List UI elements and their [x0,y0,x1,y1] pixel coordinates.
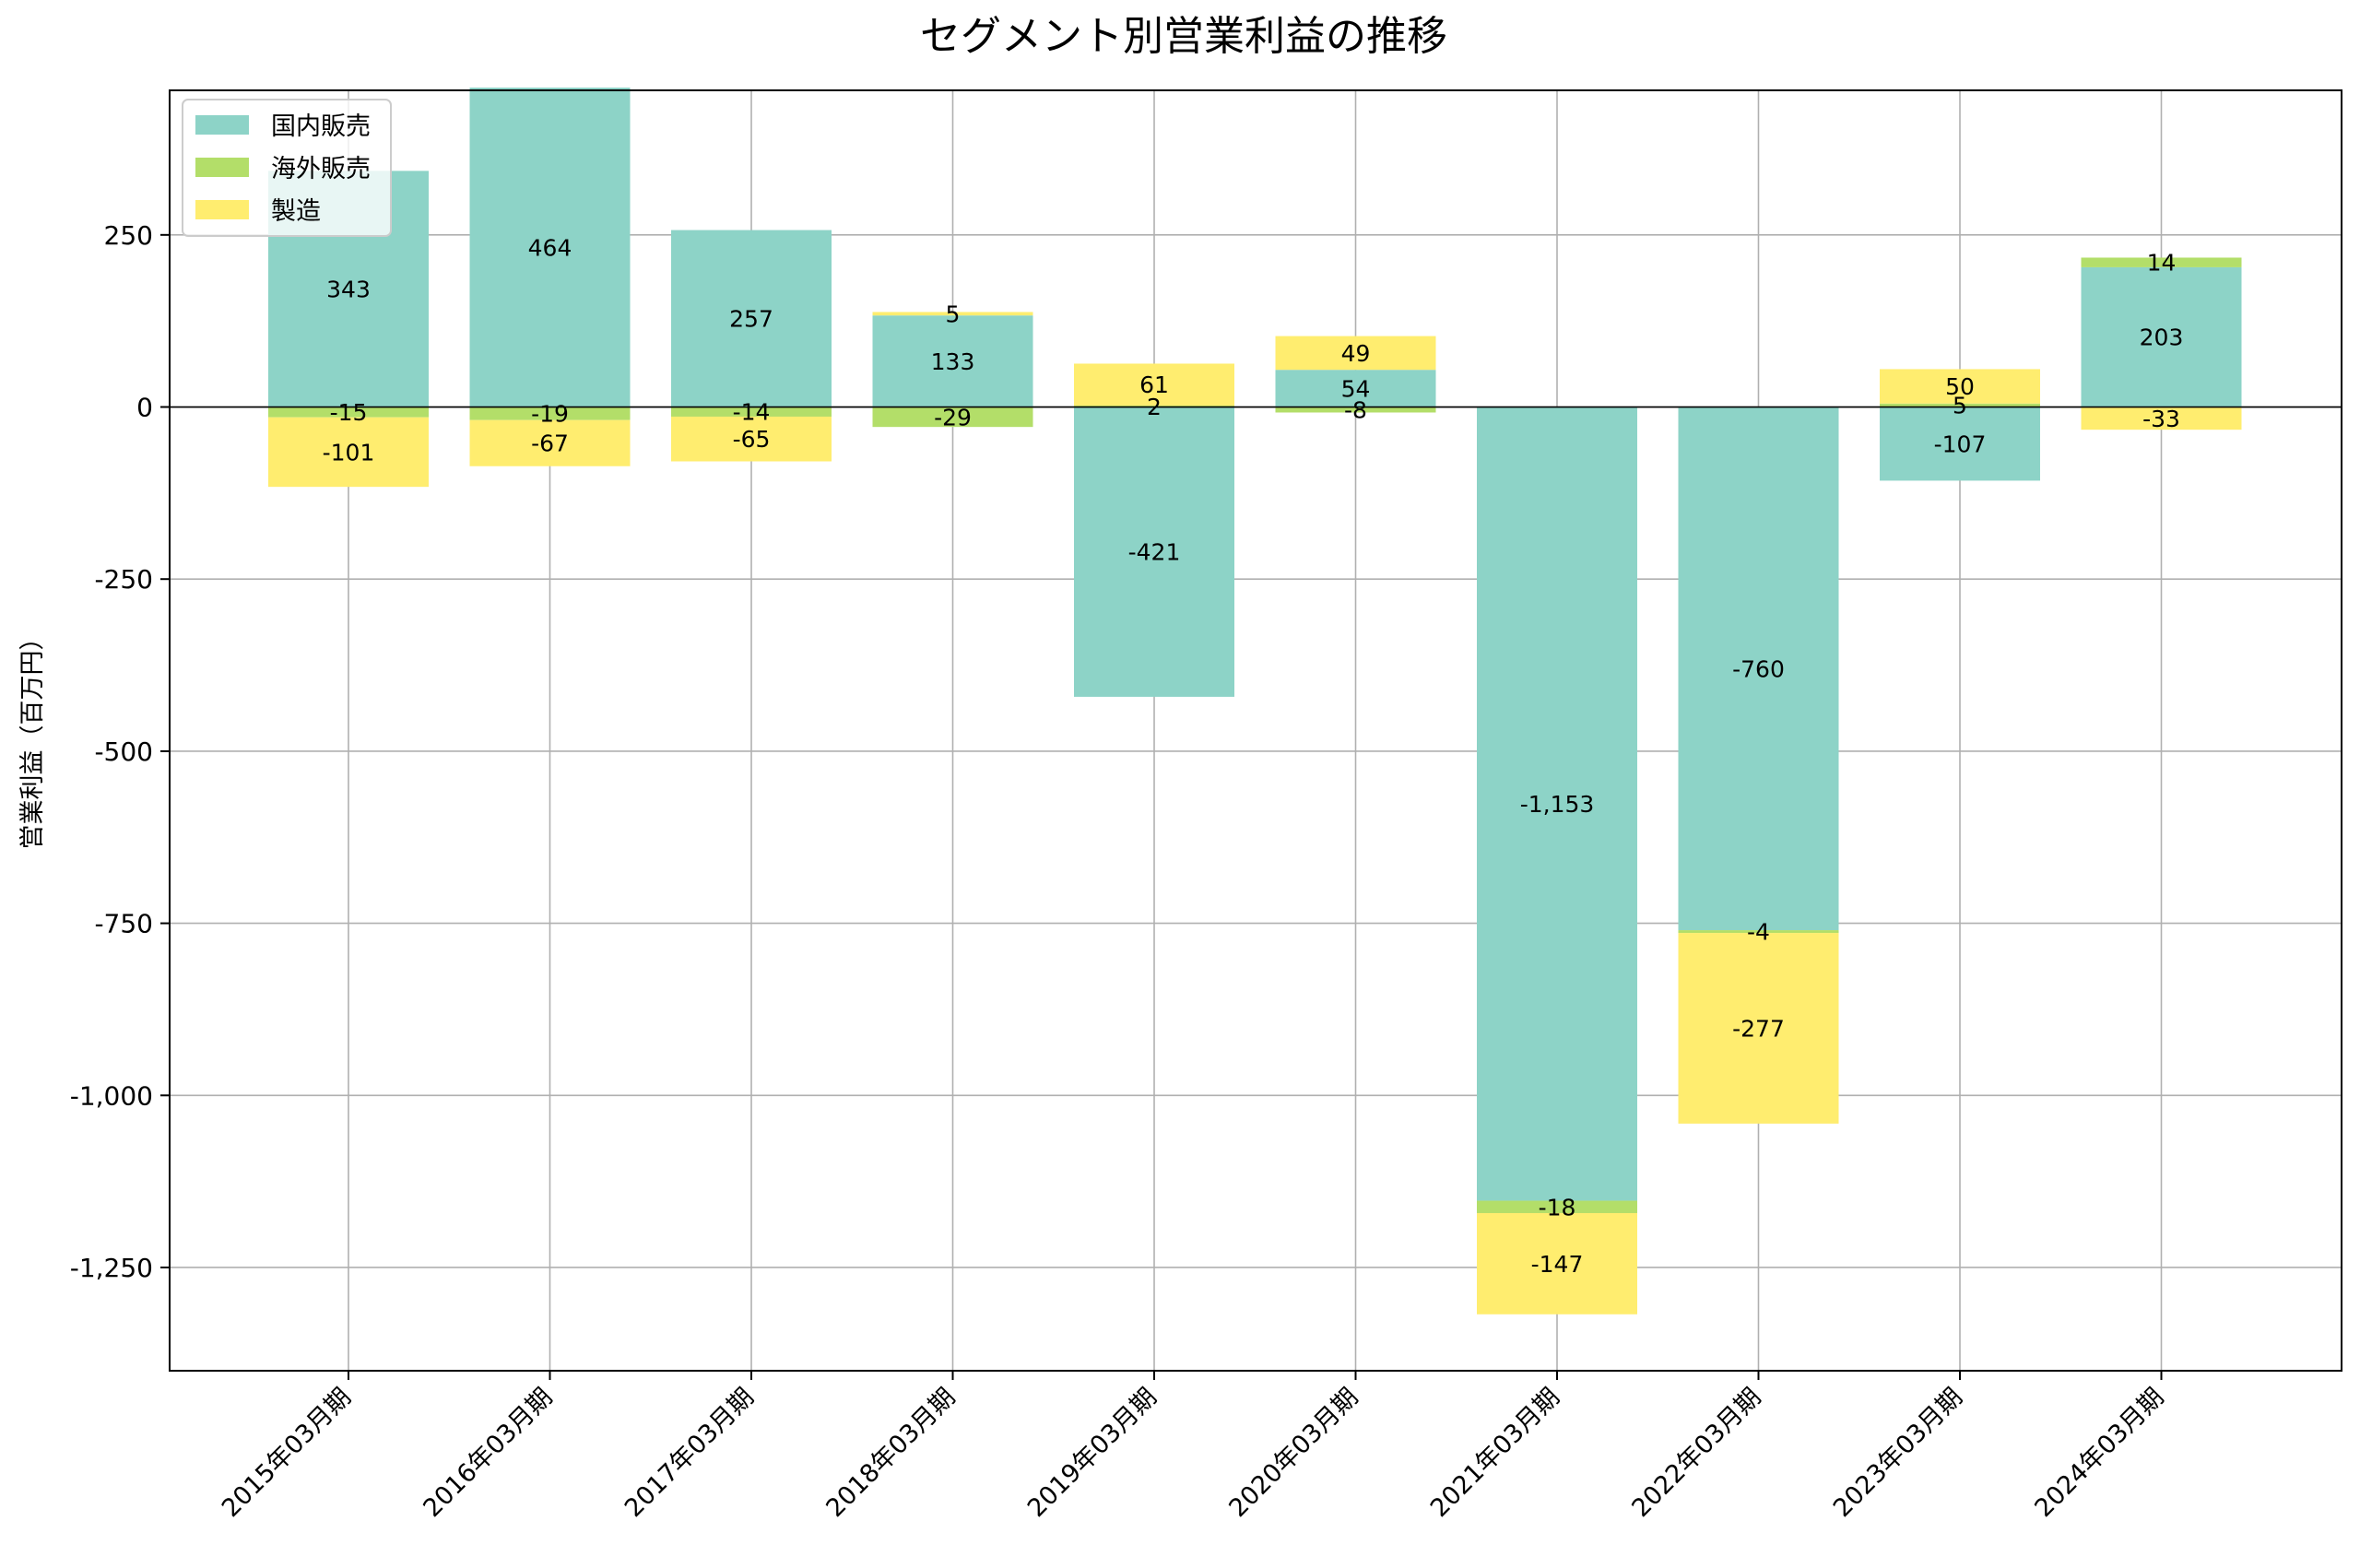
bar-value-label: -147 [1531,1251,1584,1278]
bar-domestic-sales [1678,407,1839,931]
y-tick-label: -750 [94,909,153,939]
bar-overseas-sales [872,407,1033,428]
bar-domestic-sales [671,230,832,407]
bar-overseas-sales [2081,257,2242,267]
bar-value-label: -15 [330,399,368,426]
bar-value-label: 49 [1341,340,1371,367]
bar-value-label: 61 [1139,371,1169,398]
bar-overseas-sales [1880,403,2040,407]
bar-value-label: -421 [1128,539,1181,566]
legend-swatch-domestic-sales [195,115,249,135]
bar-value-label: -1,153 [1520,791,1595,818]
bar-value-label: 5 [946,301,961,327]
bar-domestic-sales [469,88,631,407]
bar-value-label: -8 [1344,397,1367,424]
bar-manufacturing [1275,336,1436,371]
bar-domestic-sales [2081,266,2242,407]
legend-label-domestic-sales: 国内販売 [271,112,371,141]
legend-swatch-overseas-sales [195,158,249,177]
bar-domestic-sales [1477,407,1637,1201]
bar-value-label: 2 [1147,394,1162,420]
bar-overseas-sales [1477,1200,1637,1213]
plot-frame [169,89,2342,1372]
bar-overseas-sales [1275,407,1436,413]
chart-title: セグメント別営業利益の推移 [920,13,1447,60]
bar-value-label: -18 [1539,1194,1576,1220]
bar-manufacturing [469,419,631,466]
bar-manufacturing [2081,407,2242,430]
bar-value-label: 14 [2147,250,2177,277]
bar-overseas-sales [1678,930,1839,934]
bar-value-label: -760 [1732,655,1785,682]
bar-value-label: -67 [531,430,569,457]
bar-manufacturing [1678,933,1839,1124]
bar-domestic-sales [1880,407,2040,481]
y-tick-label: -500 [94,737,153,767]
bar-value-label: 203 [2140,324,2184,351]
bar-manufacturing [671,416,832,462]
bar-value-label: -29 [934,404,972,430]
bar-value-label: 5 [1953,393,1967,419]
bar-overseas-sales [268,407,429,418]
y-tick-label: -1,250 [70,1253,153,1283]
bar-manufacturing [268,417,429,488]
bar-value-label: 133 [931,348,975,375]
bar-value-label: -277 [1732,1015,1785,1042]
legend-label-overseas-sales: 海外販売 [271,155,371,183]
bar-value-label: -107 [1934,430,1987,457]
bar-value-label: -101 [323,439,375,466]
bar-manufacturing [1880,369,2040,404]
bar-domestic-sales [1074,407,1234,697]
bar-manufacturing [1477,1212,1637,1315]
legend-swatch-manufacturing [195,200,249,219]
bar-manufacturing [1074,363,1234,407]
bar-value-label: 54 [1341,375,1371,402]
y-tick-label: -250 [94,564,153,595]
bar-value-label: -4 [1747,919,1770,946]
bar-value-label: -14 [733,399,771,426]
y-tick-label: 250 [104,220,153,251]
bar-value-label: -65 [733,426,771,453]
bar-overseas-sales [469,407,631,420]
bar-value-label: 464 [528,234,572,261]
bar-value-label: -19 [531,401,569,428]
bars-layer [268,88,2242,1315]
legend: 国内販売 海外販売 製造 [182,99,392,237]
bar-value-label: 257 [729,306,773,333]
y-tick-label: 0 [136,393,153,423]
y-axis-label: 営業利益（百万円） [18,626,47,850]
bar-value-label: -33 [2142,406,2180,432]
legend-label-manufacturing: 製造 [271,197,321,226]
value-label-layer: 343 -15 -101 464 -19-67 257 -14-65 133 -29 5 -421 2… [323,234,2184,1278]
bar-domestic-sales [1275,370,1436,407]
bar-value-label: 343 [326,276,371,302]
bar-manufacturing [872,312,1033,316]
bar-overseas-sales [671,407,832,417]
bar-domestic-sales [872,315,1033,407]
bar-value-label: 50 [1945,373,1975,400]
y-tick-label: -1,000 [70,1080,153,1111]
